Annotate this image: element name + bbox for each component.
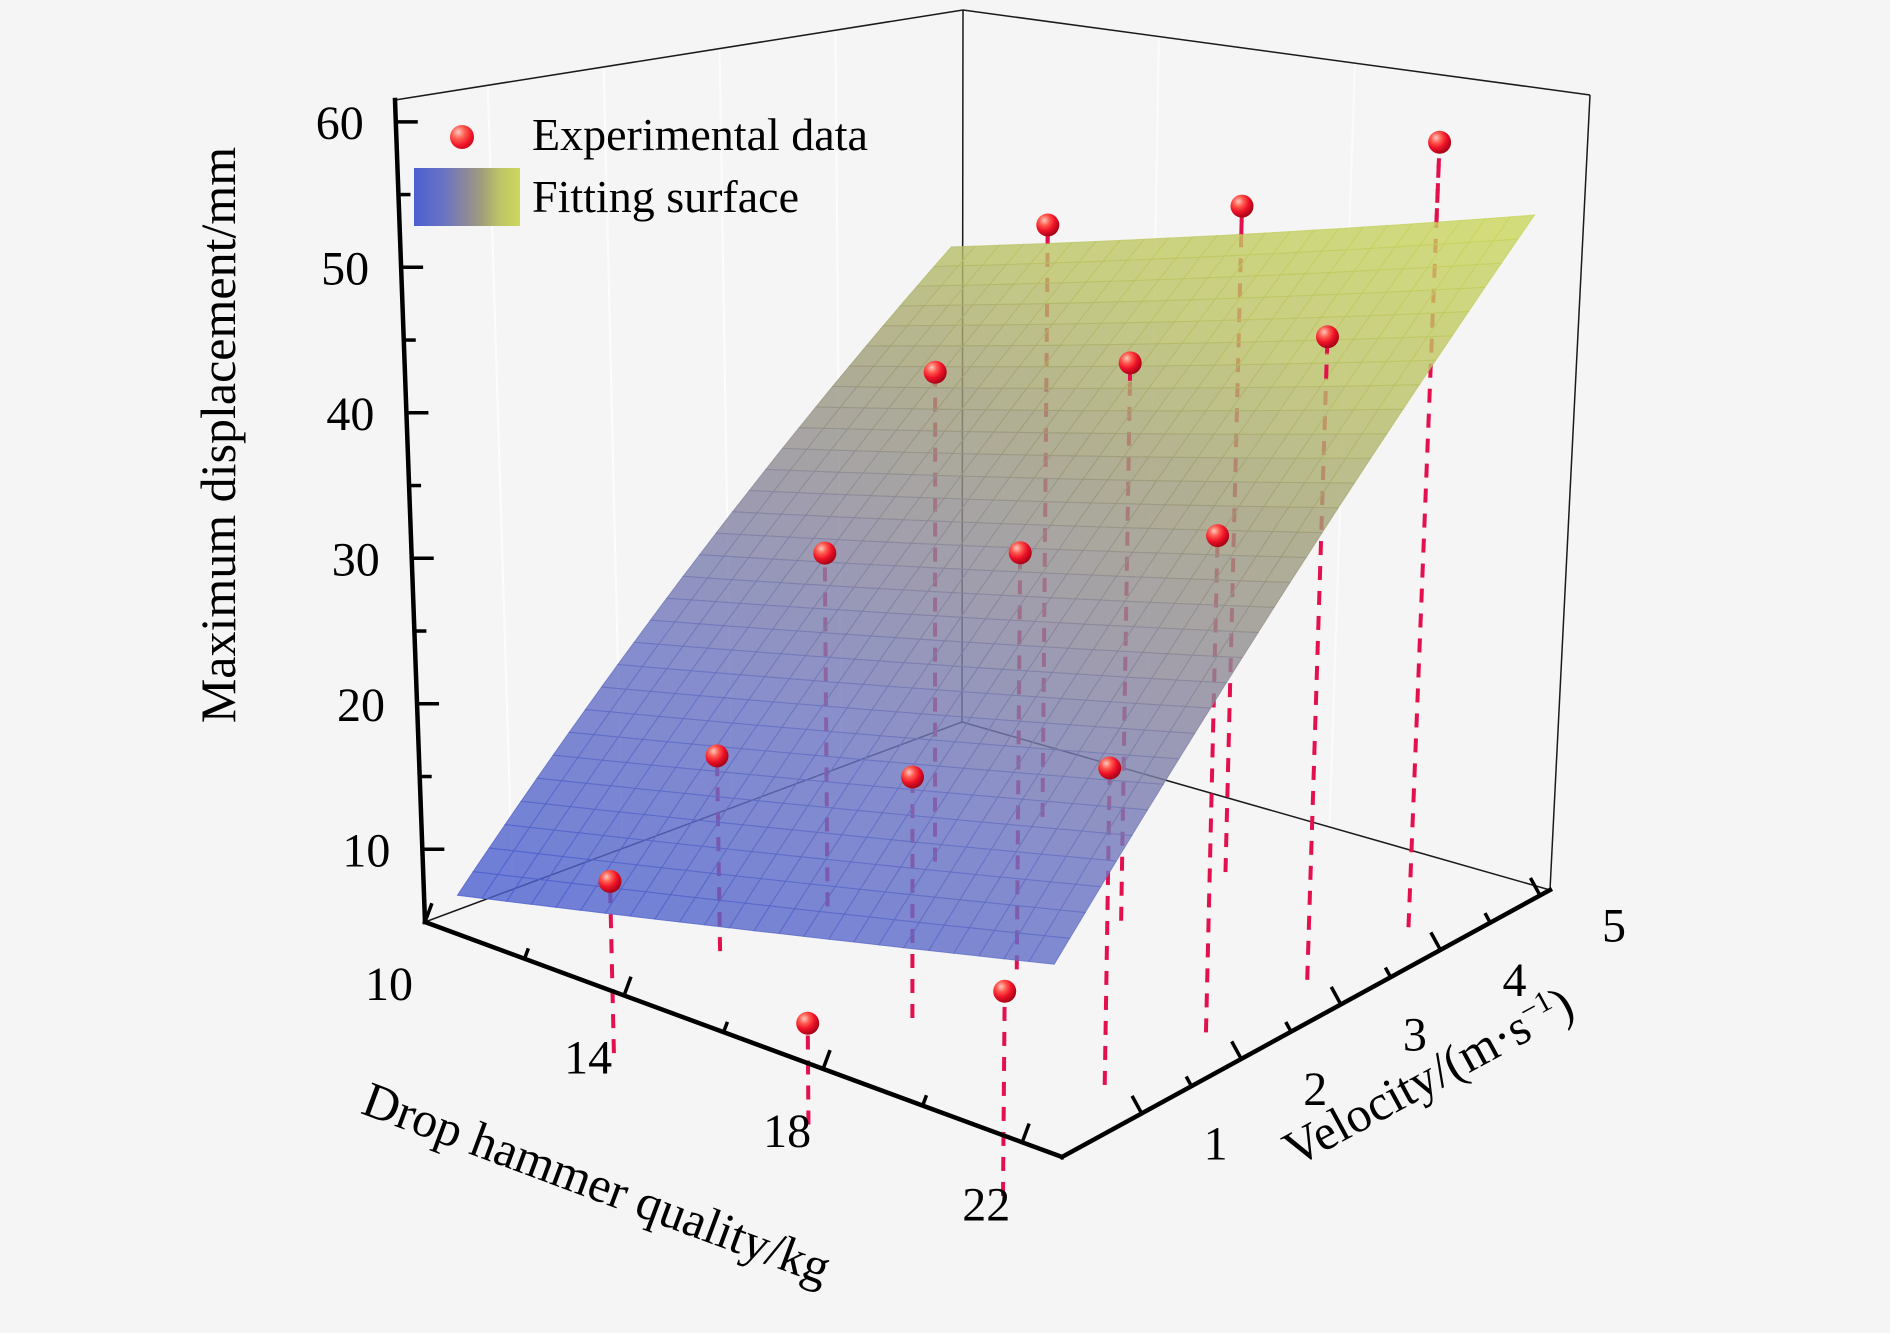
data-point [1118,351,1142,375]
data-point [1206,524,1230,548]
data-point [901,765,924,789]
data-point [1036,213,1060,237]
data-point [1316,325,1339,349]
red-sphere-icon [450,125,474,149]
axes [392,97,1554,1161]
z-axis-ticks: 10 20 30 40 50 60 [316,97,445,877]
velocity-axis-ticks: 1 2 3 4 5 [1130,877,1626,1170]
z-axis-title: Maximum displacement/mm [190,146,246,724]
data-point [813,541,837,565]
data-point [796,1011,820,1035]
svg-text:5: 5 [1602,899,1626,952]
svg-text:50: 50 [321,242,369,295]
data-point [923,360,947,384]
svg-text:4: 4 [1502,954,1526,1007]
data-point [1098,756,1122,780]
svg-text:40: 40 [326,388,374,441]
svg-text:10: 10 [342,824,390,877]
svg-text:30: 30 [332,533,380,586]
data-point [1008,541,1032,565]
data-point [1428,130,1452,154]
surface-mesh [456,214,1536,965]
svg-text:60: 60 [316,97,364,150]
legend-item-fitting-surface: Fitting surface [532,171,799,222]
legend-surface-marker [414,168,520,226]
svg-text:1: 1 [1204,1117,1228,1170]
svg-text:20: 20 [337,679,385,732]
legend-item-experimental-data: Experimental data [532,109,868,160]
svg-text:18: 18 [763,1105,811,1158]
gradient-swatch-icon [414,168,520,226]
svg-text:22: 22 [962,1178,1010,1231]
svg-text:14: 14 [564,1031,612,1084]
data-point [705,744,729,768]
data-point [993,979,1017,1003]
data-point [1230,194,1254,218]
hammer-axis-ticks: 10 14 18 22 [365,902,1031,1231]
svg-text:2: 2 [1303,1063,1327,1116]
svg-text:3: 3 [1403,1008,1427,1061]
data-point [598,869,622,893]
legend-experimental-marker [450,125,474,149]
experimental-data-points [598,130,1452,1035]
svg-text:10: 10 [365,958,413,1011]
